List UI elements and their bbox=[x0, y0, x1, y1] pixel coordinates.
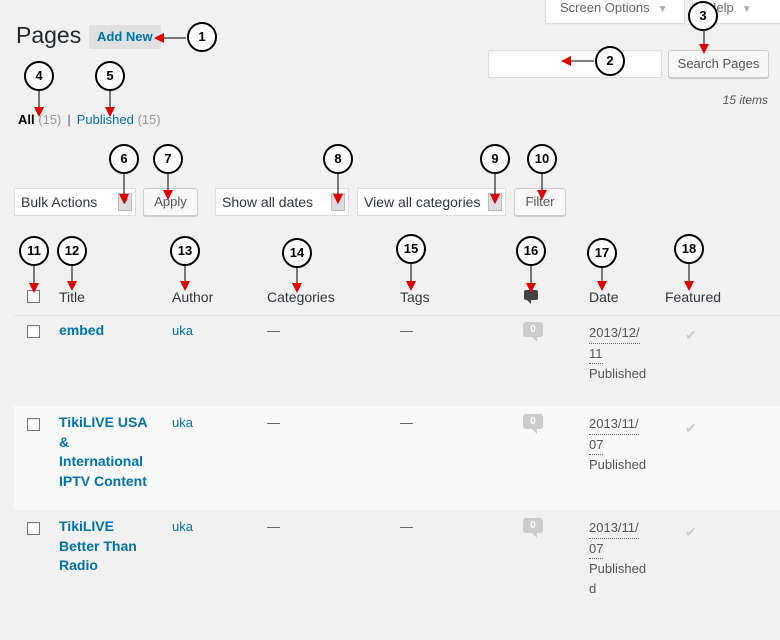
column-date[interactable]: Date bbox=[589, 289, 619, 305]
filter-all-link[interactable]: All bbox=[18, 112, 35, 127]
callout-17: 17 bbox=[587, 238, 617, 268]
row-author-link[interactable]: uka bbox=[172, 519, 193, 534]
checkmark-icon: ✔ bbox=[685, 420, 697, 436]
date-line: 07 bbox=[589, 539, 604, 559]
row-date: 2013/11/ 07 Published d bbox=[589, 518, 646, 598]
date-line: 2013/11/ bbox=[589, 518, 639, 539]
row-status: Published bbox=[589, 366, 647, 381]
column-tags: Tags bbox=[400, 289, 430, 305]
callout-11: 11 bbox=[19, 236, 49, 266]
title-line: & bbox=[59, 433, 70, 450]
checkmark-icon: ✔ bbox=[685, 327, 697, 343]
title-line: Radio bbox=[59, 557, 98, 573]
pages-table: Title Author Categories Tags Date Featur… bbox=[14, 272, 780, 640]
row-author-link[interactable]: uka bbox=[172, 415, 193, 430]
column-title[interactable]: Title bbox=[59, 289, 85, 305]
table-header: Title Author Categories Tags Date Featur… bbox=[14, 272, 780, 316]
callout-15: 15 bbox=[396, 234, 426, 264]
categories-select[interactable]: View all categories ▼ bbox=[357, 188, 506, 216]
row-author-link[interactable]: uka bbox=[172, 323, 193, 338]
row-title-link[interactable]: embed bbox=[59, 321, 104, 341]
callout-9: 9 bbox=[480, 144, 510, 174]
filter-separator: | bbox=[67, 112, 71, 127]
title-line: embed bbox=[59, 322, 105, 338]
dates-label: Show all dates bbox=[222, 194, 314, 210]
callout-2: 2 bbox=[595, 46, 625, 76]
row-date: 2013/12/ 11 Published bbox=[589, 323, 646, 384]
bulk-actions-label: Bulk Actions bbox=[21, 194, 98, 210]
callout-14: 14 bbox=[282, 238, 312, 268]
comment-icon[interactable] bbox=[524, 290, 538, 304]
row-status: Published bbox=[589, 561, 647, 576]
callout-16: 16 bbox=[516, 236, 546, 266]
apply-button[interactable]: Apply bbox=[143, 188, 198, 216]
callout-8: 8 bbox=[323, 144, 353, 174]
date-line: 2013/11/ bbox=[589, 414, 639, 435]
caret-down-icon: ▼ bbox=[657, 4, 668, 15]
row-checkbox[interactable] bbox=[27, 522, 40, 535]
callout-10: 10 bbox=[527, 144, 557, 174]
title-line: Better Than bbox=[59, 537, 137, 554]
table-row: embed uka — — 0 2013/12/ 11 Published ✔ bbox=[14, 317, 780, 406]
callout-5: 5 bbox=[95, 61, 125, 91]
row-categories: — bbox=[267, 415, 280, 430]
search-pages-button[interactable]: Search Pages bbox=[668, 50, 769, 78]
row-title-link[interactable]: TikiLIVE Better Than Radio bbox=[59, 517, 137, 576]
callout-4: 4 bbox=[24, 61, 54, 91]
filter-published-link[interactable]: Published bbox=[76, 112, 134, 127]
title-line: TikiLIVE bbox=[59, 518, 114, 534]
date-line: 11 bbox=[589, 344, 603, 364]
add-new-button[interactable]: Add New bbox=[89, 25, 161, 49]
row-status: Published bbox=[589, 457, 647, 472]
row-tags: — bbox=[400, 415, 413, 430]
row-checkbox[interactable] bbox=[27, 418, 40, 431]
row-categories: — bbox=[267, 323, 280, 338]
categories-label: View all categories bbox=[364, 194, 481, 210]
callout-3: 3 bbox=[688, 1, 718, 31]
comment-count-bubble[interactable]: 0 bbox=[523, 322, 543, 342]
items-count: 15 items bbox=[722, 93, 768, 107]
callout-6: 6 bbox=[109, 144, 139, 174]
row-date: 2013/11/ 07 Published bbox=[589, 414, 646, 475]
page-title: Pages bbox=[16, 22, 82, 48]
callout-13: 13 bbox=[170, 236, 200, 266]
date-line: 2013/12/ bbox=[589, 323, 640, 344]
date-line: 07 bbox=[589, 435, 604, 455]
title-line: IPTV Content bbox=[59, 472, 147, 489]
row-tags: — bbox=[400, 323, 413, 338]
column-categories: Categories bbox=[267, 289, 335, 305]
title-line: International bbox=[59, 453, 144, 469]
row-status: d bbox=[589, 580, 597, 596]
column-featured: Featured bbox=[665, 289, 722, 305]
search-input[interactable] bbox=[488, 50, 662, 78]
row-categories: — bbox=[267, 519, 280, 534]
screen-options-label: Screen Options bbox=[560, 0, 650, 15]
callout-18: 18 bbox=[674, 234, 704, 264]
caret-down-icon: ▼ bbox=[741, 4, 752, 15]
checkmark-icon: ✔ bbox=[685, 524, 697, 540]
table-row: TikiLIVE USA & International IPTV Conten… bbox=[14, 406, 780, 510]
filter-button[interactable]: Filter bbox=[514, 188, 566, 216]
title-line: TikiLIVE USA bbox=[59, 414, 148, 430]
status-filter-links: All (15) | Published (15) bbox=[18, 112, 161, 127]
callout-7: 7 bbox=[153, 144, 183, 174]
table-row: TikiLIVE Better Than Radio uka — — 0 201… bbox=[14, 510, 780, 640]
callout-12: 12 bbox=[57, 236, 87, 266]
screen-options-button[interactable]: Screen Options ▼ bbox=[545, 0, 685, 24]
row-checkbox[interactable] bbox=[27, 325, 40, 338]
callout-1: 1 bbox=[187, 22, 217, 52]
row-title-link[interactable]: TikiLIVE USA & International IPTV Conten… bbox=[59, 413, 147, 491]
filter-all-count: (15) bbox=[38, 112, 62, 127]
comment-count-bubble[interactable]: 0 bbox=[523, 414, 543, 434]
comment-count-bubble[interactable]: 0 bbox=[523, 518, 543, 538]
column-author: Author bbox=[172, 289, 214, 305]
row-tags: — bbox=[400, 519, 413, 534]
filter-published-count: (15) bbox=[137, 112, 161, 127]
